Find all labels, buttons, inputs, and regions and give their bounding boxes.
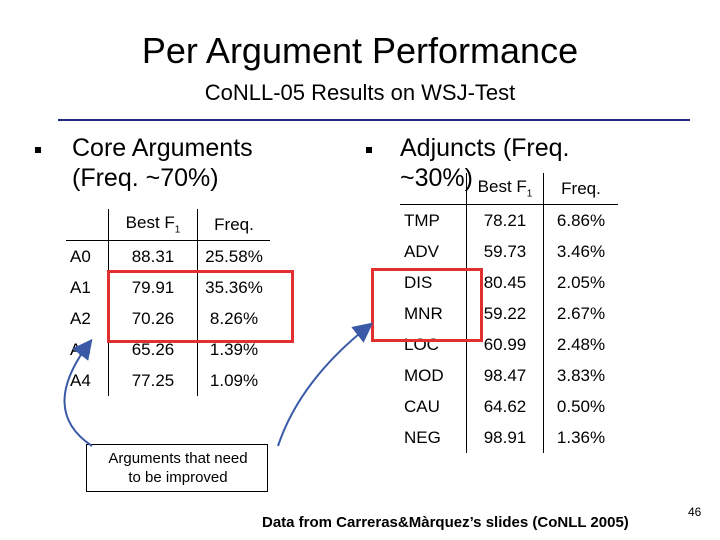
table-row: A2 70.26 8.26% bbox=[66, 303, 270, 334]
header-cell-best-f1: Best F1 bbox=[466, 173, 544, 205]
title-divider bbox=[58, 119, 690, 121]
adjuncts-table: Best F1 Freq. TMP 78.21 6.86% ADV 59.73 … bbox=[400, 173, 618, 453]
adjuncts-bullet-line1: Adjuncts (Freq. bbox=[400, 134, 570, 162]
bullet-marker bbox=[35, 147, 41, 153]
core-bullet-line2: (Freq. ~70%) bbox=[72, 164, 219, 192]
header-cell-freq: Freq. bbox=[543, 173, 618, 205]
bullet-marker bbox=[366, 147, 372, 153]
header-cell-freq: Freq. bbox=[197, 209, 270, 241]
callout-line1: Arguments that need bbox=[108, 450, 248, 467]
core-arguments-bullet: Core Arguments (Freq. ~70%) bbox=[72, 133, 253, 193]
table-row: A3 65.26 1.39% bbox=[66, 334, 270, 365]
table-row: DIS 80.45 2.05% bbox=[400, 267, 618, 298]
table-row: NEG 98.91 1.36% bbox=[400, 422, 618, 453]
highlight-box-adjuncts bbox=[371, 268, 483, 342]
slide-subtitle: CoNLL-05 Results on WSJ-Test bbox=[204, 80, 516, 105]
adjuncts-bullet: Adjuncts (Freq. ~30%) bbox=[400, 133, 570, 193]
table-header-row: Best F1 Freq. bbox=[66, 209, 270, 241]
callout-text: Arguments that need to be improved bbox=[90, 449, 266, 487]
page-number: 46 bbox=[688, 505, 702, 519]
core-arguments-table: Best F1 Freq. A0 88.31 25.58% A1 79.91 3… bbox=[66, 209, 270, 396]
arrow-to-core-box bbox=[63, 338, 93, 447]
arrow-to-adjuncts-box bbox=[277, 322, 374, 447]
slide-title: Per Argument Performance bbox=[141, 30, 579, 71]
source-note: Data from Carreras&Màrquez’s slides (CoN… bbox=[262, 514, 629, 531]
table-row: A4 77.25 1.09% bbox=[66, 365, 270, 396]
table-row: MNR 59.22 2.67% bbox=[400, 298, 618, 329]
header-cell-best-f1: Best F1 bbox=[108, 209, 198, 241]
highlight-box-core bbox=[107, 270, 294, 343]
table-header-row: Best F1 Freq. bbox=[400, 173, 618, 205]
callout-line2: to be improved bbox=[128, 469, 228, 486]
callout-box bbox=[86, 444, 268, 492]
table-row: A0 88.31 25.58% bbox=[66, 240, 270, 272]
table-row: ADV 59.73 3.46% bbox=[400, 236, 618, 267]
table-row: MOD 98.47 3.83% bbox=[400, 360, 618, 391]
adjuncts-bullet-line2: ~30%) bbox=[400, 164, 473, 192]
table-row: TMP 78.21 6.86% bbox=[400, 204, 618, 236]
core-bullet-line1: Core Arguments bbox=[72, 134, 253, 162]
table-row: CAU 64.62 0.50% bbox=[400, 391, 618, 422]
